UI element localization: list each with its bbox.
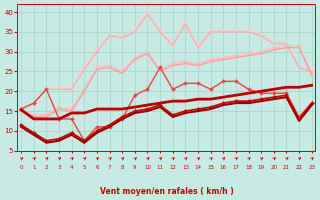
X-axis label: Vent moyen/en rafales ( km/h ): Vent moyen/en rafales ( km/h ) (100, 187, 233, 196)
